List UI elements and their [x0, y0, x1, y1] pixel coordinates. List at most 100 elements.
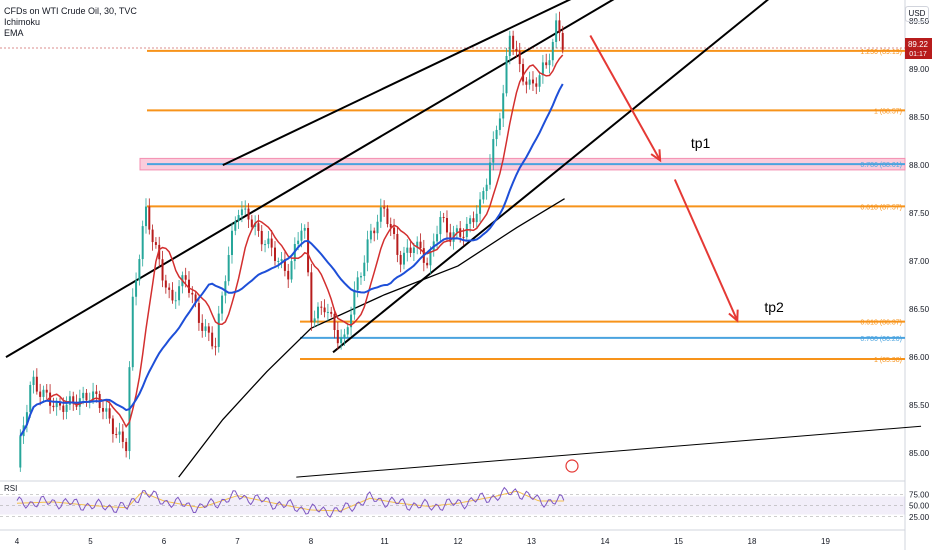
x-tick-label: 15 [674, 537, 683, 546]
annotation-tp1: tp1 [691, 135, 711, 151]
candle-body [502, 93, 505, 119]
x-tick-label: 6 [162, 537, 167, 546]
candle-body [240, 209, 243, 216]
candle-body [525, 81, 528, 85]
channel-lower-line [5, 0, 615, 358]
candle-body [356, 277, 359, 290]
candle-body [178, 286, 181, 301]
candle-body [35, 376, 38, 392]
indicator-ema[interactable]: EMA [4, 28, 24, 38]
candle-body [419, 241, 422, 249]
candle-body [270, 238, 273, 248]
candle-body [508, 35, 511, 56]
candle-body [82, 392, 85, 399]
candle-body [125, 441, 128, 452]
rsi-line [16, 486, 565, 518]
candle-body [187, 279, 190, 293]
chart-legend: CFDs on WTI Crude Oil, 30, TVC Ichimoku … [4, 6, 137, 39]
price-tag-box [905, 38, 932, 59]
candle-body [277, 260, 280, 262]
indicator-ichimoku[interactable]: Ichimoku [4, 17, 41, 27]
candle-body [310, 272, 313, 323]
candle-body [399, 254, 402, 265]
projection-arrow-tp2 [673, 179, 739, 322]
candle-body [436, 234, 439, 242]
candle-body [545, 62, 548, 66]
candle-body [442, 216, 445, 218]
candle-body [237, 215, 240, 222]
annotation-tp2: tp2 [764, 299, 784, 315]
currency-button[interactable]: USD [905, 6, 929, 22]
candle-body [108, 408, 111, 419]
candle-body [115, 434, 118, 436]
channel-upper-line [222, 0, 572, 167]
y-tick-label: 89.00 [909, 65, 930, 74]
candle-body [144, 206, 147, 227]
candle-body [386, 208, 389, 225]
candle-body [376, 221, 379, 234]
event-marker-icon[interactable] [565, 459, 579, 473]
rsi-tick-label: 50.00 [909, 502, 930, 511]
fib-level-label: 0.618 (86.37) [860, 320, 902, 327]
candle-body [409, 247, 412, 254]
candle-body [326, 311, 329, 313]
candle-body [412, 247, 415, 254]
candle-body [141, 226, 144, 260]
candle-body [455, 228, 458, 233]
candle-body [561, 32, 564, 50]
candle-body [29, 384, 32, 413]
candle-body [531, 79, 534, 84]
candle-body [264, 244, 267, 246]
candle-body [201, 322, 204, 331]
candle-body [313, 318, 316, 323]
candle-body [45, 389, 48, 393]
candle-body [111, 418, 114, 435]
x-tick-label: 5 [88, 537, 93, 546]
x-tick-label: 11 [380, 537, 389, 546]
candle-body [350, 314, 353, 328]
candle-body [402, 252, 405, 265]
x-tick-label: 13 [527, 537, 536, 546]
candle-body [58, 402, 61, 406]
ichimoku-kijun-line [19, 83, 564, 437]
y-tick-label: 85.00 [909, 449, 930, 458]
candle-body [449, 232, 452, 242]
candle-body [498, 118, 501, 130]
candle-body [19, 436, 22, 468]
candle-body [257, 223, 260, 231]
candle-body [459, 228, 462, 237]
candle-body [551, 41, 554, 61]
candle-body [300, 230, 303, 241]
candle-body [303, 227, 306, 231]
candle-body [164, 280, 167, 288]
candle-body [363, 262, 366, 277]
candle-body [135, 280, 138, 297]
candle-body [118, 431, 121, 435]
candle-body [373, 230, 376, 234]
candle-body [320, 306, 323, 308]
x-tick-label: 12 [454, 537, 463, 546]
candle-body [429, 250, 432, 266]
candle-body [194, 294, 197, 304]
candle-body [171, 289, 174, 301]
candle-body [495, 129, 498, 140]
candle-body [479, 199, 482, 214]
candle-body [445, 217, 448, 233]
ichimoku-tenkan-line [19, 54, 564, 437]
fib-level-label: 1.236 (89.19) [860, 49, 902, 56]
candle-body [359, 276, 362, 278]
candle-body [221, 295, 224, 314]
candle-body [92, 391, 95, 401]
candle-body [555, 20, 558, 42]
candle-body [512, 35, 515, 49]
x-tick-label: 14 [601, 537, 610, 546]
candle-body [72, 396, 75, 403]
candle-body [416, 241, 419, 248]
candle-body [323, 307, 326, 313]
candle-body [131, 296, 134, 368]
candle-body [254, 223, 257, 227]
candle-body [204, 326, 207, 331]
candle-body [224, 281, 227, 296]
projection-arrow-tp1-head [650, 149, 662, 163]
